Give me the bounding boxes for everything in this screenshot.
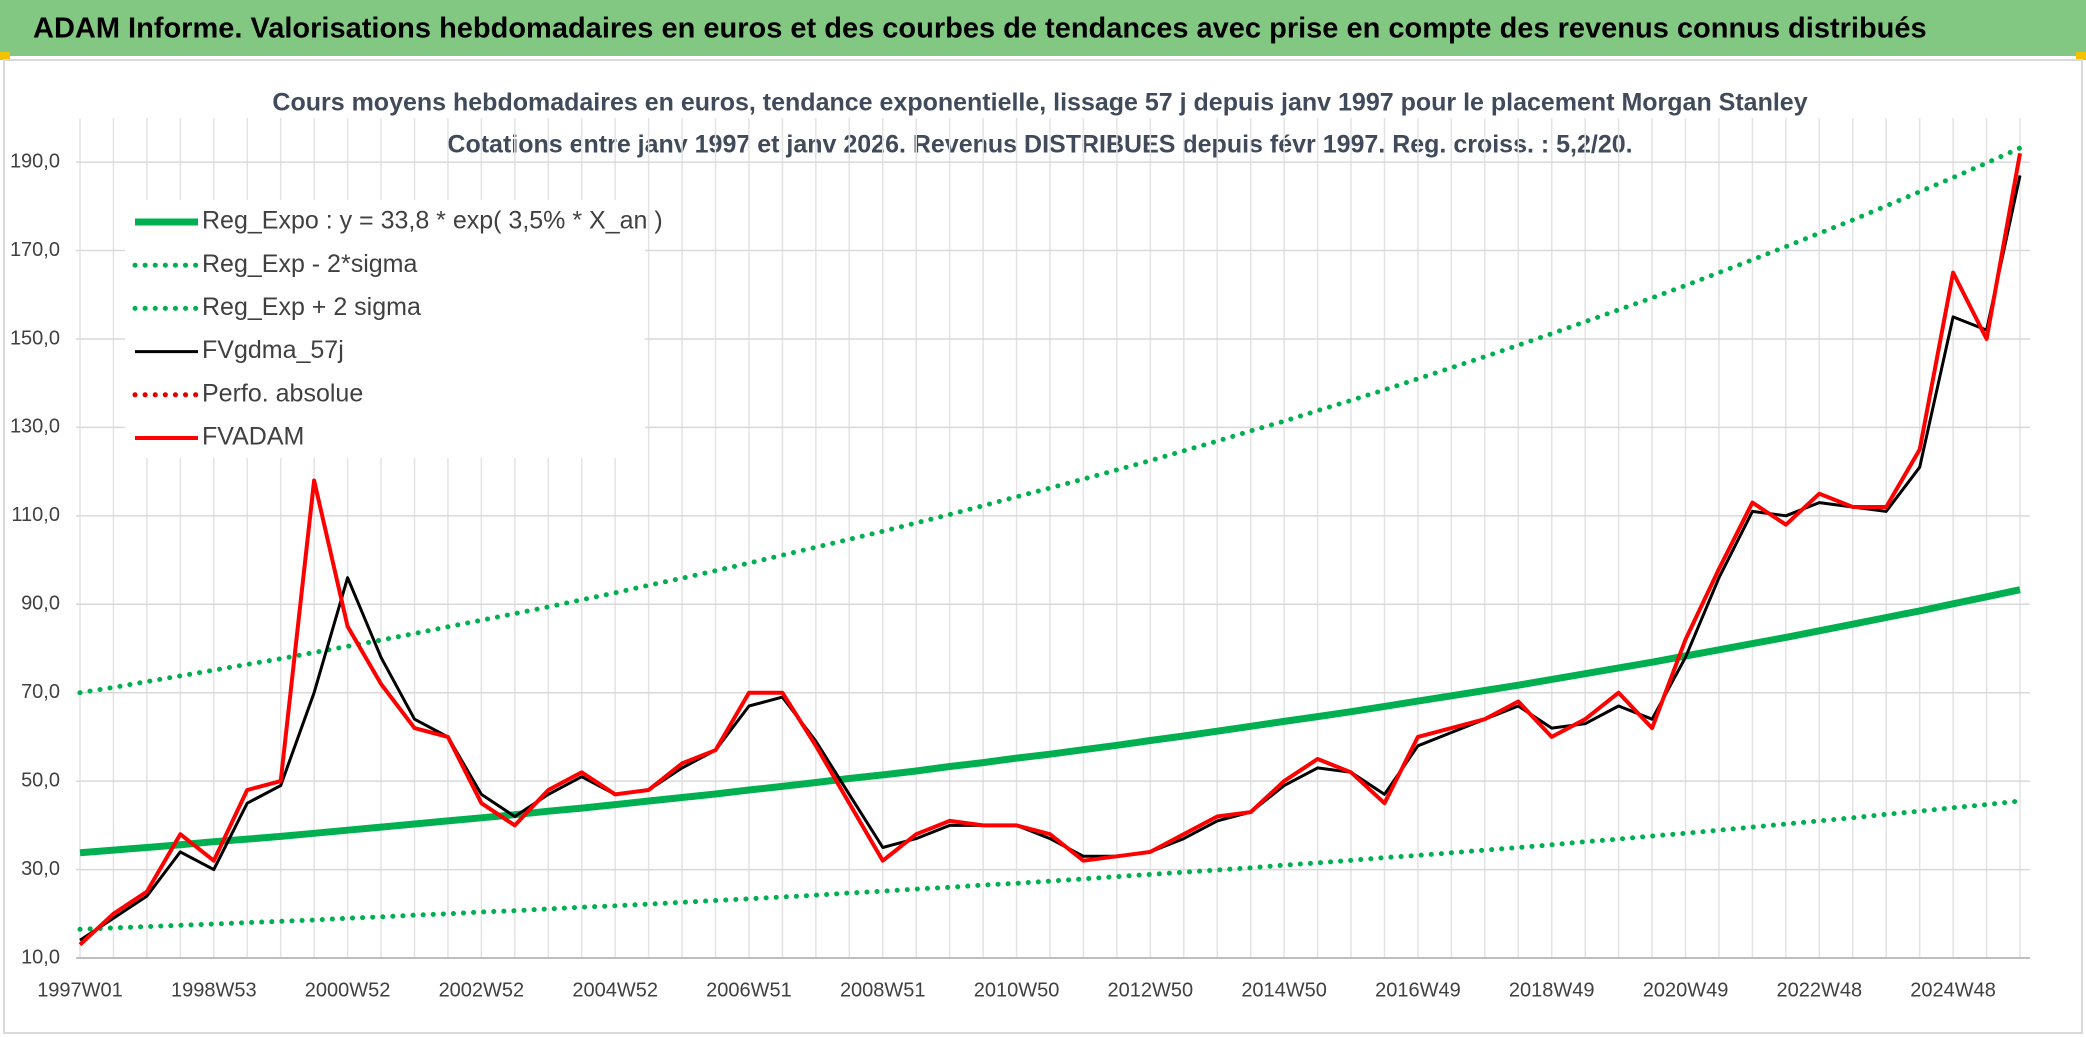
y-tick-label: 70,0 [21, 681, 60, 703]
corner [0, 52, 10, 60]
x-tick-label: 2022W48 [1776, 979, 1862, 1001]
plot [77, 145, 2023, 947]
x-tick-label: 1997W01 [37, 979, 123, 1001]
corner [2076, 52, 2086, 60]
y-tick-label: 10,0 [21, 946, 60, 968]
x-tick-label: 2010W50 [974, 979, 1060, 1001]
legend-label: Perfo. absolue [202, 379, 363, 407]
legend-box [125, 200, 645, 458]
x-tick-label: 1998W53 [171, 979, 257, 1001]
x-tick-label: 2024W48 [1910, 979, 1996, 1001]
header-bar [0, 0, 2086, 56]
y-tick-label: 130,0 [10, 416, 60, 438]
x-tick-label: 2012W50 [1108, 979, 1194, 1001]
y-tick-label: 150,0 [10, 327, 60, 349]
y-tick-label: 30,0 [21, 858, 60, 880]
x-tick-label: 2008W51 [840, 979, 926, 1001]
series-line [77, 798, 2023, 932]
y-tick-label: 110,0 [11, 504, 60, 526]
legend-label: Reg_Expo : y = 33,8 * exp( 3,5% * X_an ) [202, 207, 663, 235]
x-tick-label: 2014W50 [1241, 979, 1327, 1001]
legend: Reg_Expo : y = 33,8 * exp( 3,5% * X_an )… [125, 200, 663, 458]
y-tick-label: 170,0 [10, 239, 60, 261]
chart-frame [3, 59, 2083, 1034]
x-tick-label: 2004W52 [572, 979, 658, 1001]
series-line [79, 175, 2022, 942]
legend-label: Reg_Exp - 2*sigma [202, 250, 417, 278]
series-line [77, 145, 2023, 696]
x-tick-label: 2016W49 [1375, 979, 1461, 1001]
legend-label: FVADAM [202, 423, 304, 451]
x-tick-label: 2006W51 [706, 979, 792, 1001]
series-line [79, 586, 2021, 857]
header-title: ADAM Informe. Valorisations hebdomadaire… [33, 13, 1927, 45]
y-tick-label: 90,0 [21, 593, 60, 615]
legend-label: FVgdma_57j [202, 336, 344, 364]
x-tick-label: 2020W49 [1643, 979, 1729, 1001]
series-line [78, 152, 2022, 947]
y-tick-label: 50,0 [21, 769, 60, 791]
x-tick-label: 2002W52 [439, 979, 525, 1001]
chart-title: Cours moyens hebdomadaires en euros, ten… [272, 89, 1807, 117]
x-tick-label: 2018W49 [1509, 979, 1595, 1001]
y-tick-label: 190,0 [10, 150, 60, 172]
legend-label: Reg_Exp + 2 sigma [202, 293, 421, 321]
x-tick-label: 2000W52 [305, 979, 391, 1001]
chart-subtitle: Cotations entre janv 1997 et janv 2026. … [447, 131, 1632, 159]
